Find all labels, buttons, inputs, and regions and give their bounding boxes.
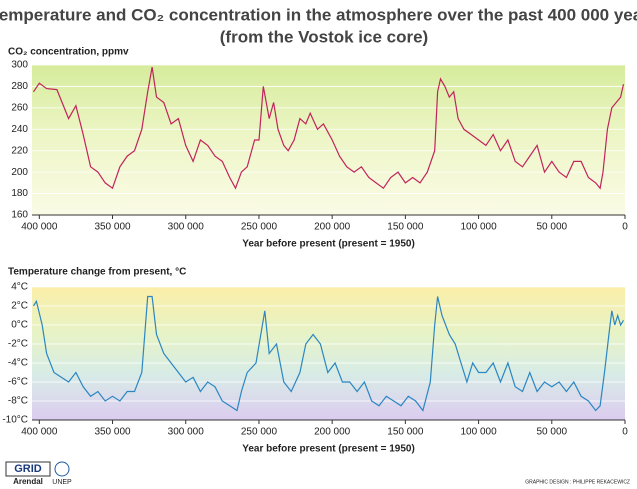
y-tick-label: 200 (11, 167, 28, 178)
y-tick-label: 4°C (11, 282, 28, 293)
x-tick-label: 250 000 (241, 222, 278, 233)
x-tick-label: 150 000 (387, 222, 424, 233)
y-tick-label: 280 (11, 81, 28, 92)
x-tick-label: 150 000 (387, 427, 424, 438)
credit: GRAPHIC DESIGN : PHILIPPE REKACEWICZ (525, 479, 630, 485)
x-tick-label: 250 000 (241, 427, 278, 438)
x-tick-label: 100 000 (461, 427, 498, 438)
y-tick-label: 2°C (11, 301, 28, 312)
y-tick-label: -8°C (8, 396, 28, 407)
x-tick-label: 400 000 (21, 222, 58, 233)
title-line: (from the Vostok ice core) (220, 27, 428, 46)
title-line: Temperature and CO₂ concentration in the… (0, 5, 637, 24)
y-tick-label: 260 (11, 102, 28, 113)
x-tick-label: 350 000 (94, 427, 131, 438)
y-axis-label: Temperature change from present, °C (8, 267, 186, 278)
y-tick-label: -10°C (2, 415, 28, 426)
data-line (33, 66, 625, 190)
y-tick-label: -6°C (8, 377, 28, 388)
x-tick-label: 400 000 (21, 427, 58, 438)
y-tick-label: -2°C (8, 339, 28, 350)
x-tick-label: 50 000 (536, 427, 567, 438)
y-tick-label: 180 (11, 188, 28, 199)
x-axis-label: Year before present (present = 1950) (242, 239, 415, 250)
y-tick-label: 300 (11, 60, 28, 71)
x-tick-label: 0 (622, 222, 628, 233)
data-line (32, 295, 625, 412)
x-tick-label: 0 (622, 427, 628, 438)
plot-background (32, 287, 625, 420)
x-axis-label: Year before present (present = 1950) (242, 444, 415, 455)
unep-emblem (54, 461, 70, 477)
x-tick-label: 350 000 (94, 222, 131, 233)
y-tick-label: -4°C (8, 358, 28, 369)
x-tick-label: 100 000 (461, 222, 498, 233)
x-tick-label: 300 000 (168, 427, 205, 438)
x-tick-label: 50 000 (536, 222, 567, 233)
x-tick-label: 300 000 (168, 222, 205, 233)
y-tick-label: 0°C (11, 320, 28, 331)
partner: UNEP (52, 479, 72, 486)
x-tick-label: 200 000 (314, 427, 351, 438)
y-tick-label: 160 (11, 210, 28, 221)
y-axis-label: CO₂ concentration, ppmv (8, 47, 129, 58)
plot-background (32, 65, 625, 215)
logo-sub: Arendal (13, 477, 43, 486)
logo: GRID (14, 463, 42, 475)
y-tick-label: 240 (11, 124, 28, 135)
x-tick-label: 200 000 (314, 222, 351, 233)
logo-box (5, 461, 51, 477)
y-tick-label: 220 (11, 145, 28, 156)
